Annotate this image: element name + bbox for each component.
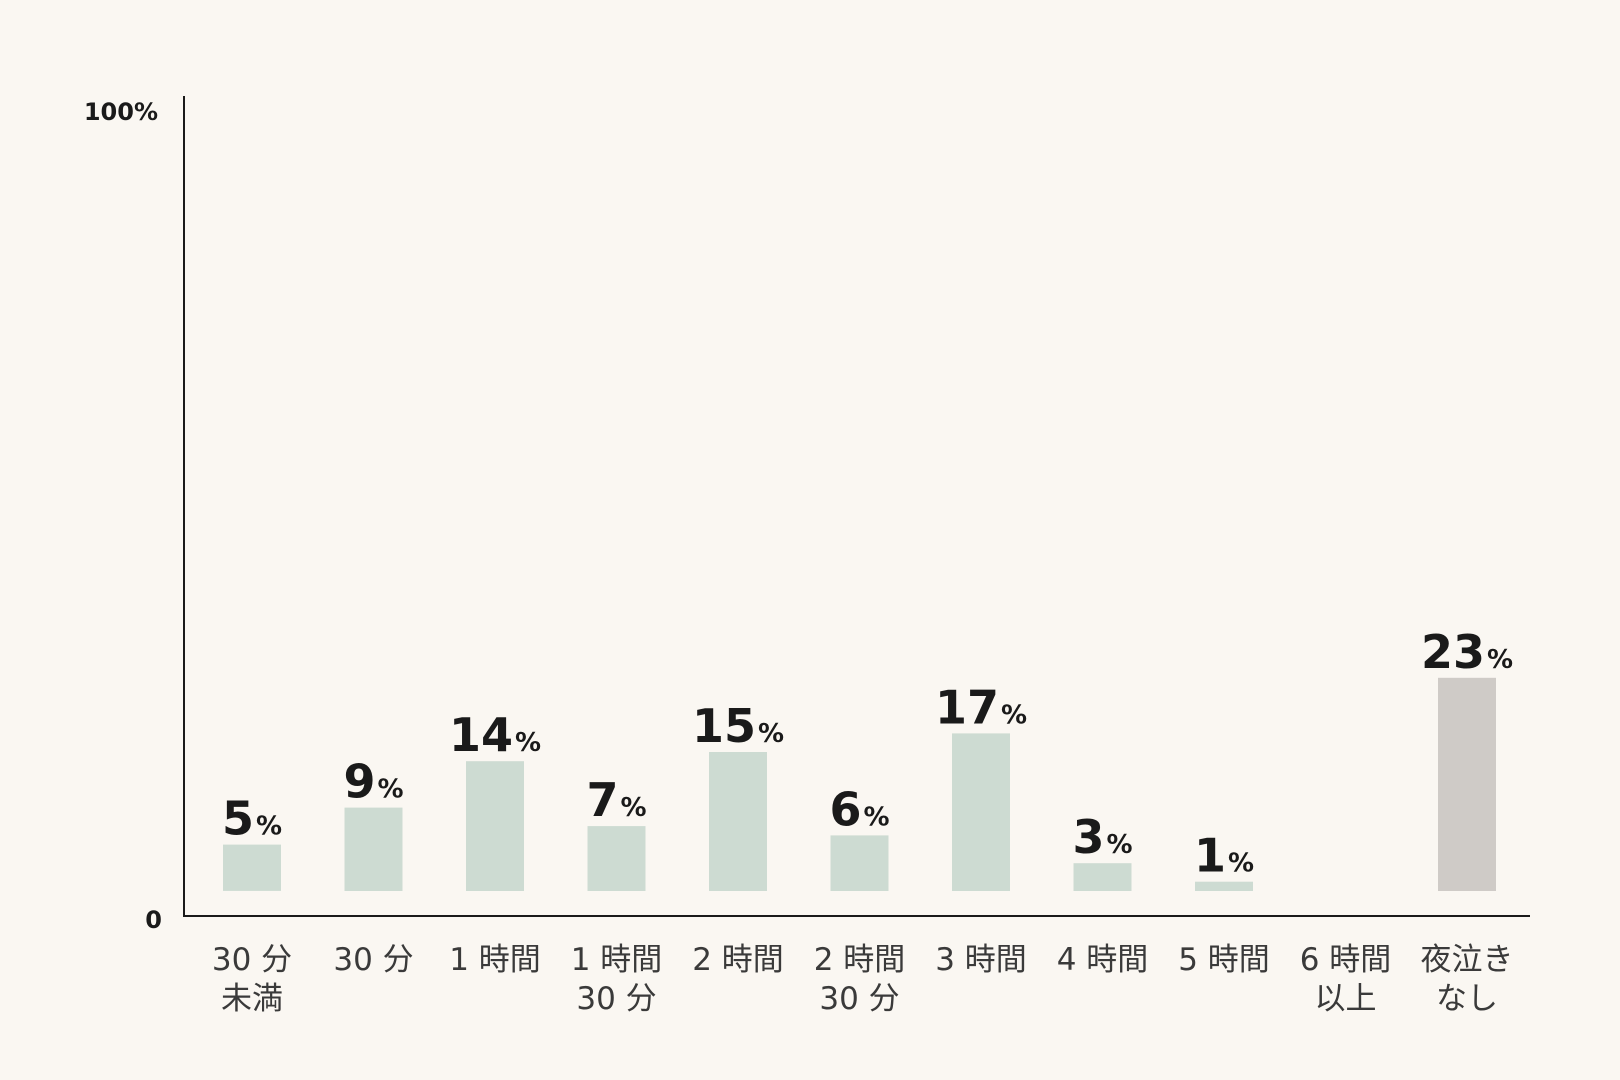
- y-tick-top: 100%: [84, 98, 158, 126]
- x-tick-label: 以上: [1315, 981, 1377, 1017]
- bars-group: [223, 677, 1496, 891]
- data-label: 3%: [1072, 810, 1132, 864]
- bar: [466, 761, 524, 891]
- x-tick-label: 30 分: [576, 981, 656, 1017]
- data-label: 5%: [222, 792, 282, 846]
- data-label: 6%: [829, 782, 889, 836]
- data-label: 14%: [449, 708, 541, 762]
- data-label: 23%: [1421, 625, 1513, 679]
- x-tick-label: 30 分: [819, 981, 899, 1017]
- data-label: 9%: [343, 755, 403, 809]
- x-tick-label: 4 時間: [1057, 942, 1149, 978]
- bar: [223, 844, 281, 891]
- x-tick-label: 6 時間: [1300, 942, 1392, 978]
- bar: [344, 807, 403, 891]
- x-tick-label: 1 時間: [449, 942, 541, 978]
- value-labels-group: 5% 9% 14% 7% 15% 6% 17% 3% 1% 23%: [222, 625, 1513, 883]
- x-tick-label: 30 分: [333, 942, 413, 978]
- x-tick-label: 1 時間: [571, 942, 663, 978]
- bar: [1195, 881, 1253, 891]
- x-tick-label: 5 時間: [1178, 942, 1270, 978]
- x-tick-label: 3 時間: [935, 942, 1027, 978]
- bar: [952, 733, 1010, 891]
- bar: [1438, 677, 1496, 891]
- y-tick-zero: 0: [145, 906, 162, 934]
- x-tick-label: 未満: [221, 981, 283, 1017]
- data-label: 17%: [935, 680, 1027, 734]
- x-tick-label: 2 時間: [692, 942, 784, 978]
- bar: [1073, 863, 1132, 891]
- bar: [830, 835, 889, 891]
- bar: [709, 752, 767, 891]
- x-tick-label: 2 時間: [814, 942, 906, 978]
- x-tick-label: 夜泣き: [1421, 942, 1514, 978]
- bar: [587, 826, 646, 891]
- x-tick-label: 30 分: [212, 942, 292, 978]
- data-label: 1%: [1194, 829, 1254, 883]
- data-label: 15%: [692, 699, 784, 753]
- data-label: 7%: [586, 773, 646, 827]
- x-tick-label: なし: [1436, 981, 1498, 1017]
